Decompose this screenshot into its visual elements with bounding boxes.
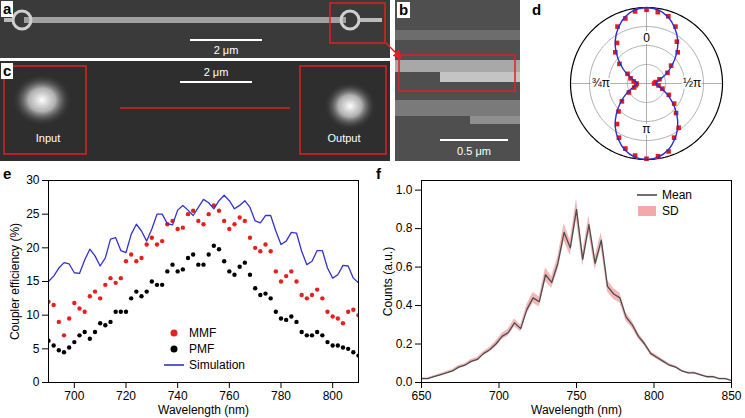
html-text:f: f [376, 165, 381, 182]
html-text:Mean: Mean [662, 188, 692, 202]
svg-text:0.0: 0.0 [396, 375, 413, 389]
html-text:a: a [3, 0, 12, 17]
html-text:e: e [3, 165, 12, 182]
svg-text:10: 10 [26, 308, 40, 322]
html-text:d: d [532, 1, 542, 18]
html-text:PMF: PMF [189, 342, 215, 356]
svg-text:π: π [642, 122, 650, 136]
svg-text:850: 850 [721, 389, 741, 403]
svg-text:Output: Output [327, 132, 360, 144]
svg-text:700: 700 [489, 389, 509, 403]
svg-text:Input: Input [36, 132, 60, 144]
html-text:MMF: MMF [189, 326, 217, 340]
svg-text:760: 760 [219, 389, 239, 403]
svg-text:2 μm: 2 μm [214, 44, 239, 56]
svg-text:½π: ½π [683, 76, 701, 90]
html-text:Simulation: Simulation [189, 358, 245, 372]
svg-text:0.4: 0.4 [396, 298, 413, 312]
svg-text:¾π: ¾π [592, 76, 610, 90]
svg-text:800: 800 [323, 389, 343, 403]
svg-text:5: 5 [33, 342, 40, 356]
svg-text:2 μm: 2 μm [204, 66, 229, 78]
svg-text:30: 30 [26, 173, 40, 187]
html-text:b: b [399, 1, 409, 18]
svg-text:780: 780 [271, 389, 291, 403]
svg-text:Wavelength (nm): Wavelength (nm) [531, 403, 622, 417]
svg-text:700: 700 [64, 389, 84, 403]
svg-text:0: 0 [33, 375, 40, 389]
svg-text:Counts (a.u.): Counts (a.u.) [381, 247, 395, 316]
svg-text:25: 25 [26, 207, 40, 221]
html-text:c: c [3, 62, 12, 79]
svg-text:1.0: 1.0 [396, 183, 413, 197]
svg-text:0.5 μm: 0.5 μm [457, 145, 491, 157]
svg-text:750: 750 [566, 389, 586, 403]
svg-text:0.6: 0.6 [396, 260, 413, 274]
svg-text:650: 650 [411, 389, 431, 403]
svg-text:740: 740 [168, 389, 188, 403]
svg-text:20: 20 [26, 241, 40, 255]
svg-text:720: 720 [116, 389, 136, 403]
svg-text:15: 15 [26, 274, 40, 288]
svg-text:0: 0 [643, 31, 650, 45]
svg-text:Coupler efficiency (%): Coupler efficiency (%) [8, 223, 22, 340]
html-text:SD: SD [662, 204, 679, 218]
svg-text:800: 800 [644, 389, 664, 403]
svg-text:0.8: 0.8 [396, 221, 413, 235]
svg-text:0.2: 0.2 [396, 337, 413, 351]
svg-text:Wavelength (nm): Wavelength (nm) [158, 403, 249, 417]
